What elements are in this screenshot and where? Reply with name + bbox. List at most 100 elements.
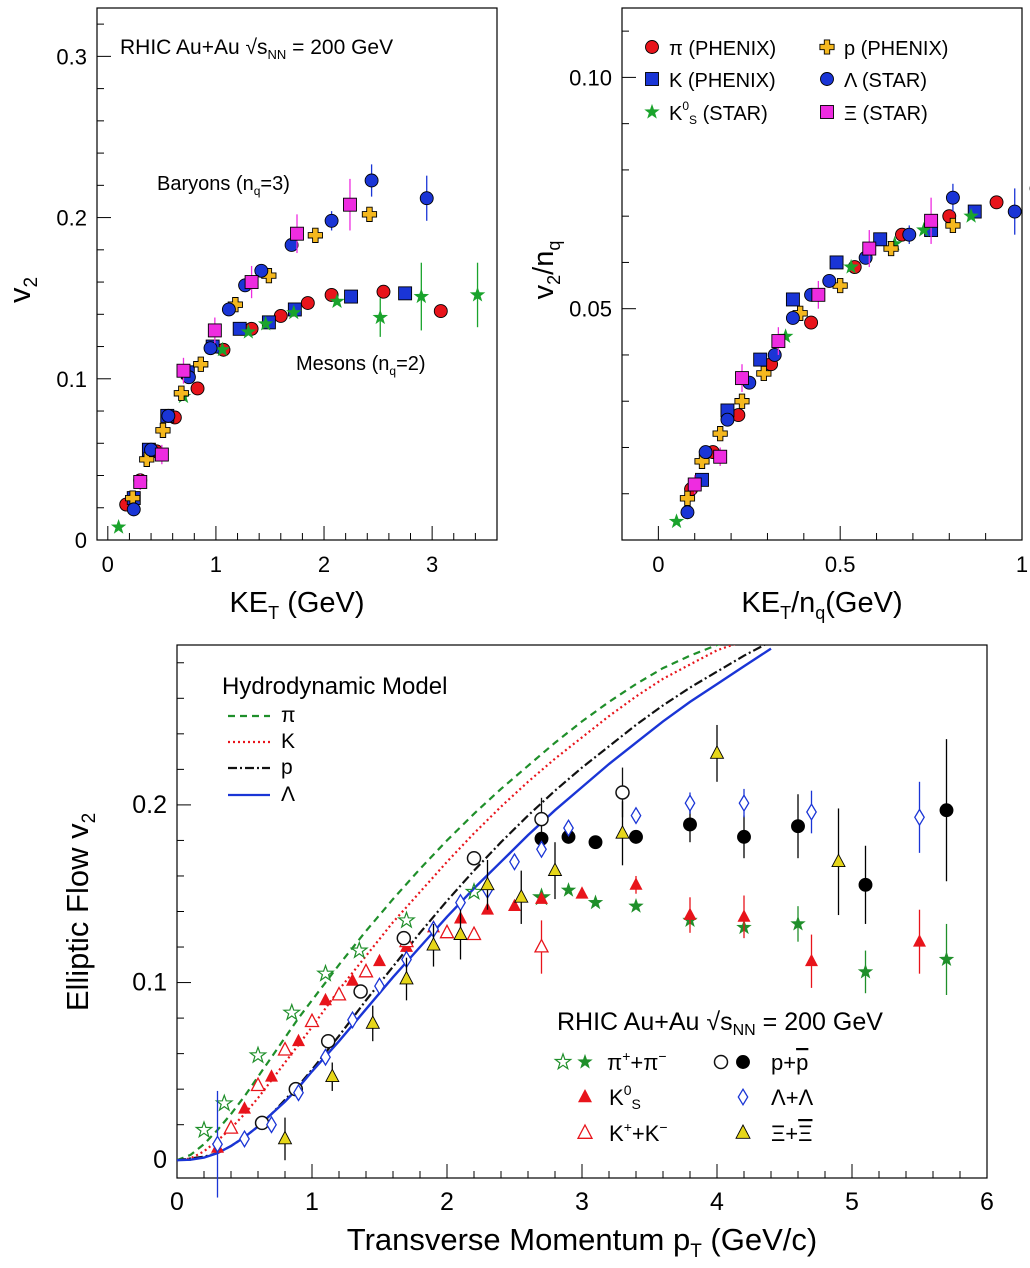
data-point xyxy=(433,304,448,319)
data-point xyxy=(240,323,257,339)
data-point xyxy=(265,1069,278,1082)
y-tick-label: 0.05 xyxy=(569,297,612,322)
model-legend-label: Λ xyxy=(281,783,295,806)
legend-marker xyxy=(645,40,659,54)
data-point xyxy=(668,513,685,529)
data-point xyxy=(300,296,315,310)
data-point xyxy=(938,951,955,966)
legend-marker xyxy=(577,1053,593,1069)
data-point xyxy=(914,808,925,827)
legend-item-pi_charged: π++π− xyxy=(553,1048,667,1075)
y-tick-label: 0.2 xyxy=(56,206,87,231)
data-point xyxy=(533,938,550,953)
data-point xyxy=(290,226,304,241)
x-tick-label: 0.5 xyxy=(825,552,856,577)
data-point xyxy=(712,426,728,442)
model-title: Hydrodynamic Model xyxy=(222,673,447,700)
data-point xyxy=(353,984,368,999)
data-point xyxy=(346,973,359,986)
legend-header: RHIC Au+Au √sNN = 200 GeV xyxy=(557,1008,883,1039)
data-point xyxy=(680,505,695,520)
data-point xyxy=(709,744,725,759)
x-tick-label: 6 xyxy=(980,1188,994,1216)
data-point xyxy=(426,936,441,951)
series-K xyxy=(695,204,982,487)
legend-marker xyxy=(578,1089,592,1103)
data-point xyxy=(713,449,728,464)
legend-item-Lambda: Λ (STAR) xyxy=(820,70,927,92)
data-point xyxy=(683,817,697,832)
data-point xyxy=(453,926,468,940)
y-tick-label: 0 xyxy=(75,528,87,553)
data-point xyxy=(214,341,231,357)
model-curve-Lambda xyxy=(177,647,772,1162)
data-point xyxy=(397,910,416,929)
data-point xyxy=(509,852,520,871)
data-point xyxy=(248,1045,268,1064)
panel-header: RHIC Au+Au √sNN = 200 GeV xyxy=(120,36,393,62)
data-point xyxy=(399,970,414,985)
x-tick-label: 4 xyxy=(710,1188,724,1216)
legend-item-Xi: Ξ (STAR) xyxy=(820,103,928,125)
data-point xyxy=(777,328,794,343)
data-point xyxy=(873,232,888,247)
data-point xyxy=(331,986,347,1001)
model-curve-K xyxy=(177,645,736,1162)
data-point xyxy=(469,286,486,302)
data-point xyxy=(862,241,877,256)
data-point xyxy=(254,1115,270,1131)
legend-marker xyxy=(820,105,834,119)
data-point xyxy=(273,308,288,323)
legend-item-K0s: K0S (STAR) xyxy=(644,99,768,127)
x-tick-label: 0 xyxy=(170,1188,184,1216)
legend-label: K (PHENIX) xyxy=(669,70,776,92)
data-point xyxy=(924,213,939,228)
data-point xyxy=(785,292,800,307)
panel-scaled-v2: 0 0.5 1 0.05 0.10 π (PHENIX) p (PHENIX) K (PHEN… xyxy=(528,7,1030,623)
data-point xyxy=(239,1129,250,1148)
data-point xyxy=(945,217,961,234)
y-tick-label: 0.3 xyxy=(56,44,87,69)
data-point xyxy=(883,240,899,257)
legend-marker xyxy=(737,1087,749,1107)
model-legend-label: K xyxy=(281,730,295,753)
x-tick-label: 3 xyxy=(575,1188,589,1216)
y-tick-label: 0.1 xyxy=(132,969,167,997)
data-point xyxy=(535,891,548,904)
legend-label: K0S (STAR) xyxy=(669,99,768,127)
legend-item-lambda: Λ+Λ xyxy=(737,1085,814,1110)
data-point xyxy=(304,1012,320,1028)
y-tick-label: 0.10 xyxy=(569,65,612,90)
data-point xyxy=(155,422,171,438)
data-point xyxy=(989,195,1004,210)
legend-marker xyxy=(576,1123,594,1139)
data-point xyxy=(792,305,808,321)
data-point xyxy=(349,940,369,959)
legend-marker xyxy=(736,1055,750,1069)
data-point xyxy=(372,309,388,325)
model-legend-label: π xyxy=(281,704,296,727)
data-point xyxy=(791,819,805,834)
x-tick-label: 2 xyxy=(440,1188,454,1216)
data-point xyxy=(110,519,127,534)
data-point xyxy=(857,963,874,979)
data-point xyxy=(687,477,702,492)
model-legend-label: p xyxy=(281,756,293,779)
data-point xyxy=(250,1076,266,1092)
legend-label: Λ (STAR) xyxy=(844,70,927,92)
data-point xyxy=(822,273,837,288)
series-p xyxy=(679,217,961,506)
data-point xyxy=(347,1010,358,1029)
legend-item-p: p (PHENIX) xyxy=(819,38,948,60)
data-point xyxy=(630,806,642,825)
data-point xyxy=(316,963,335,982)
x-tick-label: 0 xyxy=(102,552,114,577)
data-point xyxy=(629,877,643,890)
data-point xyxy=(455,893,466,912)
data-point xyxy=(887,235,903,251)
legend-marker xyxy=(645,72,659,86)
series-Xi xyxy=(133,178,357,491)
legend-label: Λ+Λ xyxy=(771,1085,814,1110)
legend-item-K: K (PHENIX) xyxy=(645,70,776,92)
